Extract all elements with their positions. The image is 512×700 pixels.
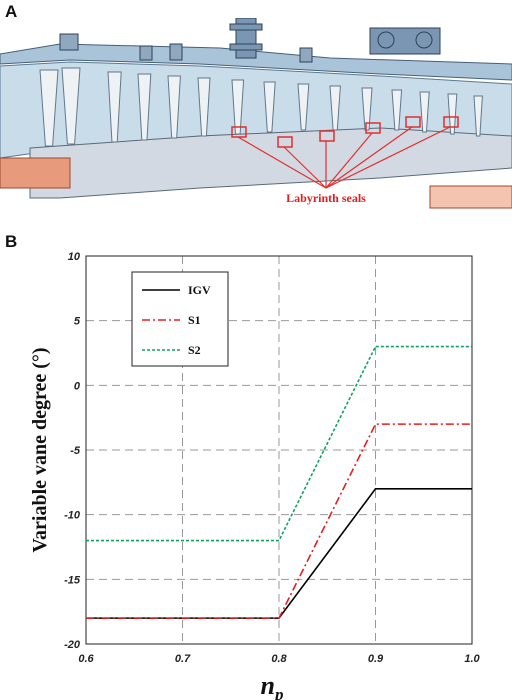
rotor-drum	[29, 127, 512, 199]
blade	[231, 79, 245, 135]
blade	[61, 67, 81, 145]
x-axis-label: np	[261, 671, 284, 700]
series-line-s2	[86, 345, 472, 542]
blade	[137, 73, 152, 141]
actuator-left	[229, 18, 263, 59]
x-tick-labels: 0.6 0.7 0.8 0.9 1.0	[78, 653, 480, 665]
y-tick-label: -15	[64, 574, 81, 586]
y-tick-label: 10	[68, 251, 81, 263]
x-axis-label-main: n	[261, 671, 275, 700]
plot-frame	[85, 255, 473, 645]
legend-box	[131, 271, 229, 367]
legend-label: IGV	[188, 283, 211, 297]
seal-arrow	[237, 136, 327, 189]
seal-box	[277, 136, 293, 148]
seal-box	[443, 116, 459, 128]
panel-a-label: A	[5, 2, 18, 21]
series-lines	[86, 345, 472, 619]
blade	[419, 91, 430, 133]
blade	[329, 85, 341, 131]
blade	[297, 83, 310, 131]
x-tick-label: 0.8	[271, 653, 287, 665]
compressor-schematic: Labyrinth seals	[0, 18, 512, 209]
y-tick-labels: 10 5 0 -5 -10 -15 -20	[64, 251, 81, 651]
blade	[197, 77, 211, 137]
blade	[361, 87, 373, 131]
legend-label: S2	[188, 343, 201, 357]
blade	[391, 89, 403, 131]
series-line-s1	[86, 423, 472, 619]
seal-box	[319, 130, 335, 142]
seal-arrow	[283, 146, 327, 189]
blade	[167, 75, 181, 139]
left-flange	[0, 157, 71, 189]
small-bolt-left	[59, 33, 313, 63]
blade	[473, 95, 483, 137]
y-tick-label: 0	[74, 380, 81, 392]
x-tick-label: 0.6	[78, 653, 94, 665]
panel-b-label: B	[5, 232, 18, 251]
y-axis-label: Variable vane degree (°)	[29, 347, 51, 552]
y-tick-label: -5	[70, 445, 81, 457]
blade	[263, 81, 276, 133]
seal-arrow	[325, 132, 373, 189]
y-tick-label: 5	[74, 316, 81, 328]
seal-box	[405, 116, 421, 128]
x-tick-label: 0.9	[368, 653, 384, 665]
vane-degree-chart: 0.6 0.7 0.8 0.9 1.0 10 5 0 -5 -10 -15 -20 Variable…	[29, 251, 481, 700]
seal-arrows	[237, 126, 451, 189]
blade	[39, 69, 59, 147]
y-tick-label: -10	[64, 510, 81, 522]
seal-arrow	[325, 126, 413, 189]
seal-box	[365, 122, 381, 134]
right-flange	[429, 185, 512, 209]
x-tick-label: 0.7	[175, 653, 191, 665]
x-axis-label-sub: p	[273, 685, 284, 700]
actuator-right	[369, 27, 441, 55]
seal-arrow	[325, 126, 451, 189]
legend-label: S1	[188, 313, 201, 327]
blade-rows	[39, 67, 483, 147]
x-tick-label: 1.0	[464, 653, 480, 665]
top-shell	[0, 43, 512, 81]
y-tick-label: -20	[64, 639, 81, 651]
blade	[447, 93, 458, 135]
labyrinth-seals-label: Labyrinth seals	[286, 191, 366, 205]
legend: IGV S1 S2	[131, 271, 229, 367]
blade	[107, 71, 122, 143]
